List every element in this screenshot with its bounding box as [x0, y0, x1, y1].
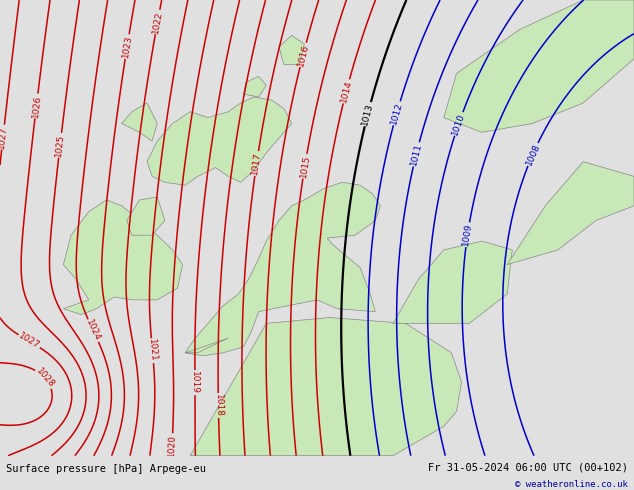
Text: 1020: 1020: [167, 434, 177, 457]
Polygon shape: [122, 103, 157, 141]
Text: 1011: 1011: [409, 142, 424, 167]
Polygon shape: [190, 318, 462, 456]
Text: 1016: 1016: [296, 43, 310, 67]
Polygon shape: [147, 97, 292, 185]
Polygon shape: [127, 197, 165, 235]
Polygon shape: [393, 241, 512, 323]
Text: 1010: 1010: [451, 112, 467, 136]
Text: 1009: 1009: [462, 222, 474, 247]
Polygon shape: [243, 76, 266, 97]
Text: 1008: 1008: [524, 142, 541, 167]
Text: 1017: 1017: [250, 151, 262, 175]
Polygon shape: [507, 162, 634, 265]
Text: Surface pressure [hPa] Arpege-eu: Surface pressure [hPa] Arpege-eu: [6, 465, 206, 474]
Text: 1021: 1021: [147, 339, 158, 363]
Polygon shape: [63, 200, 183, 315]
Text: 1013: 1013: [361, 102, 375, 126]
Text: 1024: 1024: [84, 318, 102, 343]
Text: © weatheronline.co.uk: © weatheronline.co.uk: [515, 480, 628, 490]
Text: 1027: 1027: [0, 125, 9, 149]
Text: 1025: 1025: [55, 133, 66, 157]
Polygon shape: [185, 182, 380, 356]
Text: 1019: 1019: [190, 371, 200, 394]
Text: 1027: 1027: [17, 331, 41, 351]
Polygon shape: [444, 0, 634, 132]
Text: 1012: 1012: [389, 101, 404, 125]
Text: 1028: 1028: [34, 367, 56, 390]
Text: Fr 31-05-2024 06:00 UTC (00+102): Fr 31-05-2024 06:00 UTC (00+102): [428, 463, 628, 473]
Text: 1026: 1026: [30, 94, 42, 118]
Text: 1023: 1023: [121, 35, 133, 59]
Text: 1015: 1015: [299, 154, 311, 178]
Text: 1022: 1022: [151, 10, 164, 34]
Text: 1014: 1014: [339, 79, 354, 103]
Text: 1018: 1018: [214, 394, 223, 417]
Polygon shape: [279, 35, 304, 65]
